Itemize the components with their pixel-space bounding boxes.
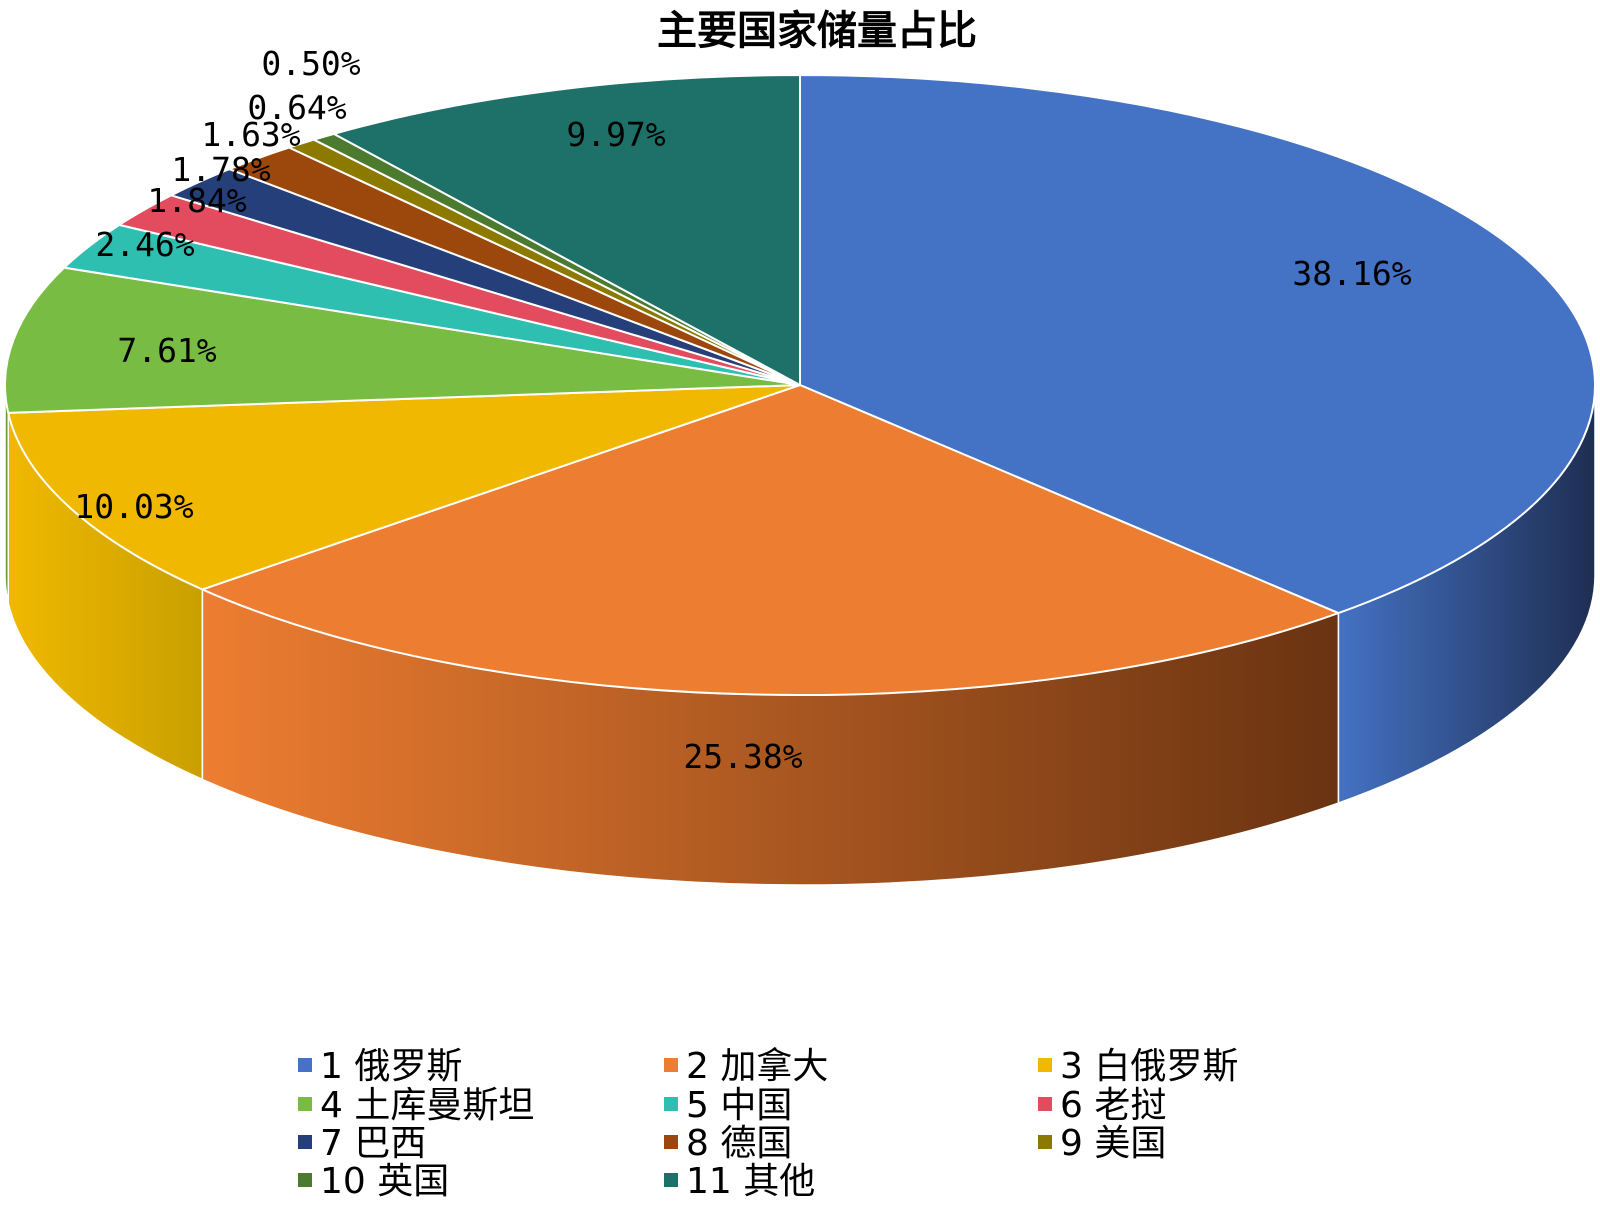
slice-1 [799,74,1596,615]
legend-swatch-2 [664,1058,678,1072]
data-label-8: 1.63% [201,115,300,154]
chart-title: 主要国家储量占比 [657,8,977,54]
legend-label-5: 5 中国 [686,1085,792,1126]
legend-label-7: 7 巴西 [320,1123,426,1164]
pie-sides [4,384,1596,886]
legend-label-11: 11 其他 [686,1161,815,1202]
legend-label-1: 1 俄罗斯 [320,1046,462,1087]
data-label-4: 7.61% [117,331,216,370]
slice-2 [201,384,1340,696]
legend-item-10: 10 英国 [298,1161,449,1202]
data-label-7: 1.78% [171,150,270,189]
legend-label-3: 3 白俄罗斯 [1060,1046,1238,1087]
legend-label-2: 2 加拿大 [686,1046,828,1087]
legend-item-4: 4 土库曼斯坦 [298,1085,534,1126]
legend-swatch-8 [664,1135,678,1149]
legend-swatch-1 [298,1058,312,1072]
data-label-3: 10.03% [74,487,193,526]
data-label-5: 2.46% [95,225,194,264]
data-label-10: 0.50% [261,44,360,83]
slice-side-4 [4,384,9,603]
data-label-6: 1.84% [147,181,246,220]
slice-4 [4,266,801,414]
legend-item-8: 8 德国 [664,1123,792,1164]
data-label-9: 0.64% [247,88,346,127]
legend-item-2: 2 加拿大 [664,1046,828,1087]
legend-item-11: 11 其他 [664,1161,815,1202]
legend-item-6: 6 老挝 [1038,1085,1166,1126]
data-label-2: 25.38% [683,737,802,776]
legend-swatch-11 [664,1173,678,1187]
legend-item-1: 1 俄罗斯 [298,1046,462,1087]
legend-swatch-6 [1038,1097,1052,1111]
legend-item-5: 5 中国 [664,1085,792,1126]
legend-swatch-3 [1038,1058,1052,1072]
slice-11 [332,74,801,386]
legend-item-7: 7 巴西 [298,1123,426,1164]
legend-swatch-7 [298,1135,312,1149]
legend-swatch-9 [1038,1135,1052,1149]
legend-item-9: 9 美国 [1038,1123,1166,1164]
pie-slices [4,74,1596,696]
legend-label-8: 8 德国 [686,1123,792,1164]
legend-item-3: 3 白俄罗斯 [1038,1046,1238,1087]
legend-swatch-4 [298,1097,312,1111]
data-label-11: 9.97% [566,115,665,154]
legend-swatch-10 [298,1173,312,1187]
legend-label-9: 9 美国 [1060,1123,1166,1164]
legend-label-6: 6 老挝 [1060,1085,1166,1126]
legend-label-4: 4 土库曼斯坦 [320,1085,534,1126]
legend-label-10: 10 英国 [320,1161,449,1202]
slice-3 [7,384,801,591]
legend: 1 俄罗斯 2 加拿大 3 白俄罗斯 4 土库曼斯坦 5 中国 6 老挝 7 巴西 8 德国 9… [298,1046,1238,1202]
data-label-1: 38.16% [1292,254,1411,293]
legend-swatch-5 [664,1097,678,1111]
data-labels: 38.16% 25.38% 10.03% 7.61% 2.46% 1.84%1.78%1.… [74,44,1411,776]
